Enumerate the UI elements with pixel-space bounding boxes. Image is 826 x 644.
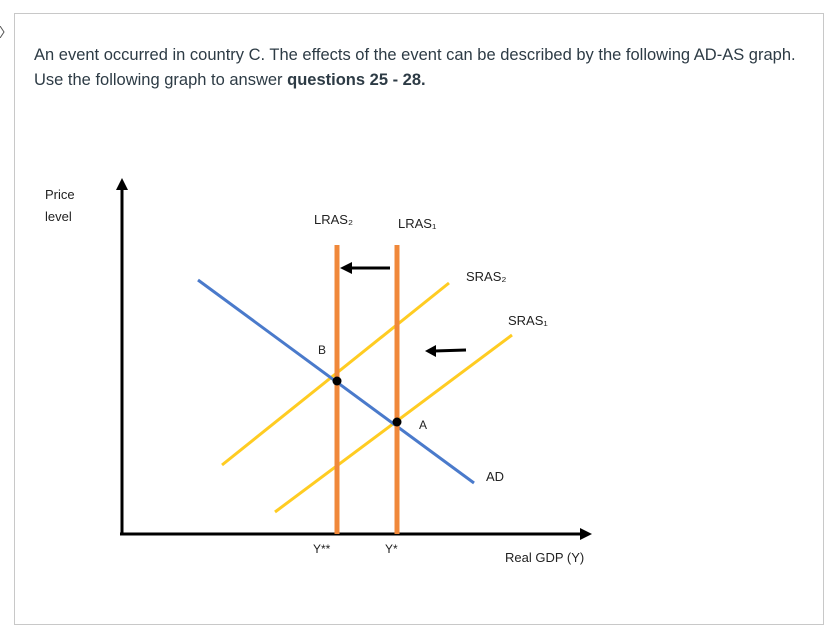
- lras2-label: LRAS₂: [314, 212, 353, 227]
- point-a-label: A: [419, 418, 427, 432]
- left-edge-mark: [0, 26, 5, 38]
- sras-shift-arrowhead: [425, 345, 436, 357]
- sras-shift-arrow: [433, 348, 467, 353]
- y-axis-label-price: Price: [45, 187, 75, 202]
- tick-y-double-star: Y**: [313, 542, 331, 556]
- tick-y-star: Y*: [385, 542, 398, 556]
- x-axis-label: Real GDP (Y): [505, 550, 584, 565]
- question-card: [14, 13, 824, 625]
- ad-label: AD: [486, 469, 504, 484]
- lras-shift-arrowhead: [340, 262, 352, 274]
- point-b-dot: [332, 376, 342, 386]
- y-axis-label-level: level: [45, 209, 72, 224]
- y-axis-arrowhead: [116, 178, 128, 190]
- question-text: An event occurred in country C. The effe…: [34, 43, 804, 93]
- sras1-label: SRAS₁: [508, 313, 548, 328]
- lras1-label: LRAS₁: [398, 216, 437, 231]
- point-a-dot: [392, 417, 402, 427]
- sras2-label: SRAS₂: [466, 269, 506, 284]
- question-body: An event occurred in country C. The effe…: [34, 46, 796, 89]
- x-axis-arrowhead: [580, 528, 592, 540]
- point-b-label: B: [318, 343, 326, 357]
- question-range: questions 25 - 28.: [287, 71, 426, 89]
